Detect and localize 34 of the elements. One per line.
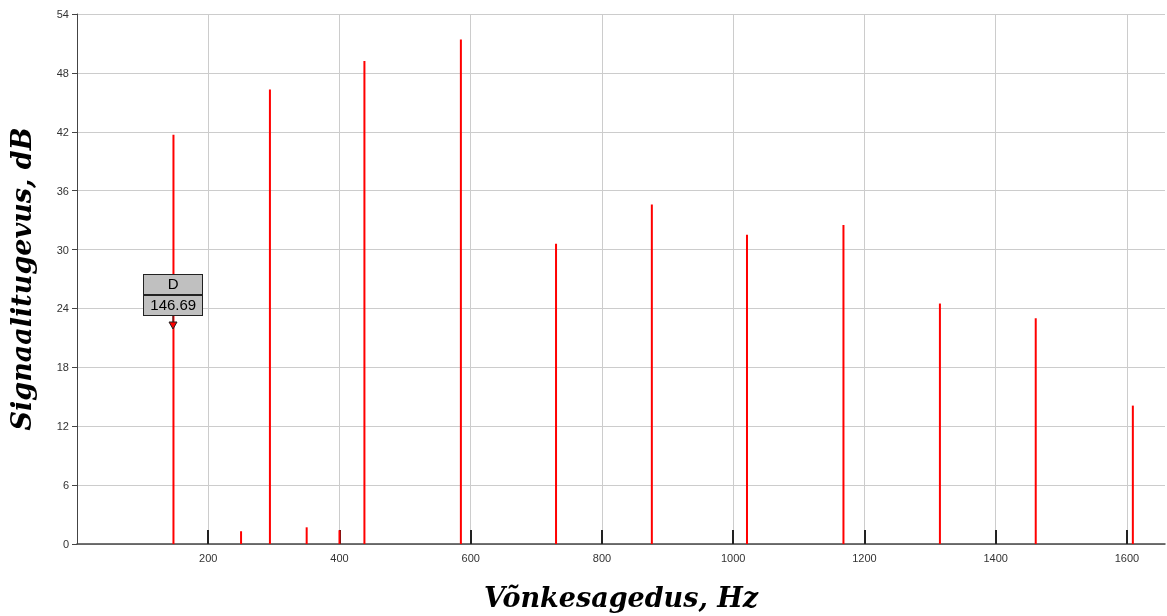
bar — [650, 204, 653, 544]
y-axis-title: Signaalitugevus, dB — [6, 127, 37, 431]
bar — [938, 303, 941, 544]
bar — [555, 243, 558, 544]
bar — [305, 527, 308, 544]
y-tick-label: 12 — [56, 420, 69, 433]
y-tick-label: 18 — [56, 361, 69, 374]
x-tick-label: 1000 — [720, 551, 746, 564]
x-tick-label: 1400 — [983, 551, 1008, 564]
x-tick-label: 400 — [330, 551, 349, 564]
x-axis-title: Võnkesagedus, Hz — [483, 582, 759, 613]
y-tick-label: 48 — [56, 66, 69, 79]
x-tick-label: 1600 — [1114, 551, 1140, 564]
annotation: D 146.69 — [149, 274, 198, 315]
y-tick-label: 30 — [56, 243, 69, 256]
x-tick-label: 800 — [592, 551, 612, 564]
x-tick-label: 1200 — [852, 551, 877, 564]
y-tick-label: 0 — [62, 538, 69, 550]
x-tick-label: 200 — [199, 551, 218, 564]
bar — [268, 89, 271, 544]
bar — [745, 234, 748, 544]
callout-tag: D 146.69 — [143, 274, 204, 330]
bar — [459, 39, 462, 544]
bar — [240, 531, 243, 544]
bar — [842, 225, 845, 544]
bar — [1034, 318, 1037, 544]
y-tick-label: 42 — [56, 125, 69, 138]
y-tick-label: 6 — [62, 479, 69, 492]
y-tick-label: 24 — [56, 302, 69, 315]
y-tick-label: 54 — [56, 8, 69, 20]
x-tick-label: 600 — [461, 551, 480, 564]
y-tick-label: 36 — [56, 184, 69, 197]
bar — [1131, 405, 1134, 544]
bar — [363, 61, 366, 544]
